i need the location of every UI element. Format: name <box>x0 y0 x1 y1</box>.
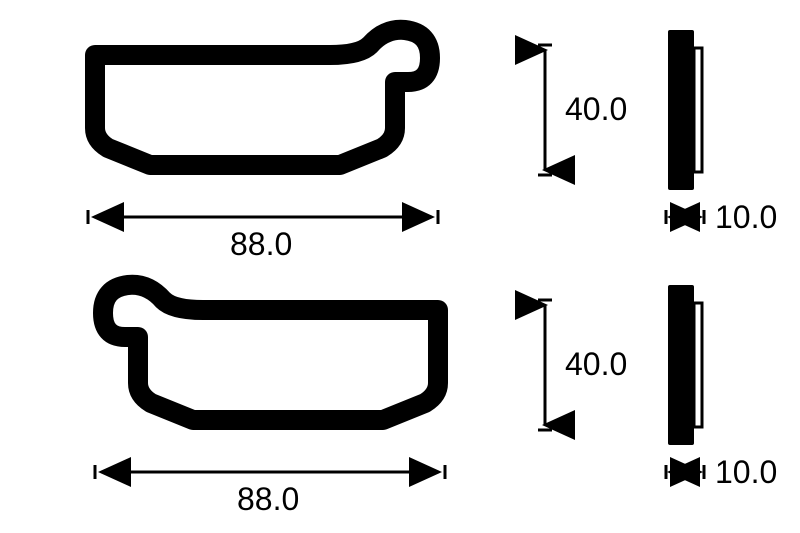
top-thickness-label: 10.0 <box>715 199 777 235</box>
bottom-width-label: 88.0 <box>237 481 299 517</box>
bottom-width-dim: 88.0 <box>95 465 445 517</box>
bottom-pad-group: 40.0 88.0 10.0 <box>95 285 777 517</box>
brake-pad-diagram: 40.0 88.0 10.0 <box>0 0 800 533</box>
top-thickness-dim: 10.0 <box>666 199 777 235</box>
bottom-pad-side <box>668 285 702 445</box>
top-pad-group: 40.0 88.0 10.0 <box>88 30 777 262</box>
bottom-thickness-dim: 10.0 <box>666 454 777 490</box>
top-pad-hole <box>396 47 414 65</box>
top-pad-outline <box>95 30 430 165</box>
bottom-thickness-label: 10.0 <box>715 454 777 490</box>
top-pad-front <box>95 30 430 165</box>
top-width-label: 88.0 <box>230 226 292 262</box>
top-height-label: 40.0 <box>565 91 627 127</box>
top-pad-side <box>668 30 702 190</box>
bottom-height-dim: 40.0 <box>538 300 627 430</box>
top-height-dim: 40.0 <box>538 45 627 175</box>
top-width-dim: 88.0 <box>88 210 438 262</box>
bottom-height-label: 40.0 <box>565 346 627 382</box>
bottom-pad-hole <box>119 302 137 320</box>
bottom-pad-outline <box>103 285 438 420</box>
bottom-pad-front <box>103 285 438 420</box>
